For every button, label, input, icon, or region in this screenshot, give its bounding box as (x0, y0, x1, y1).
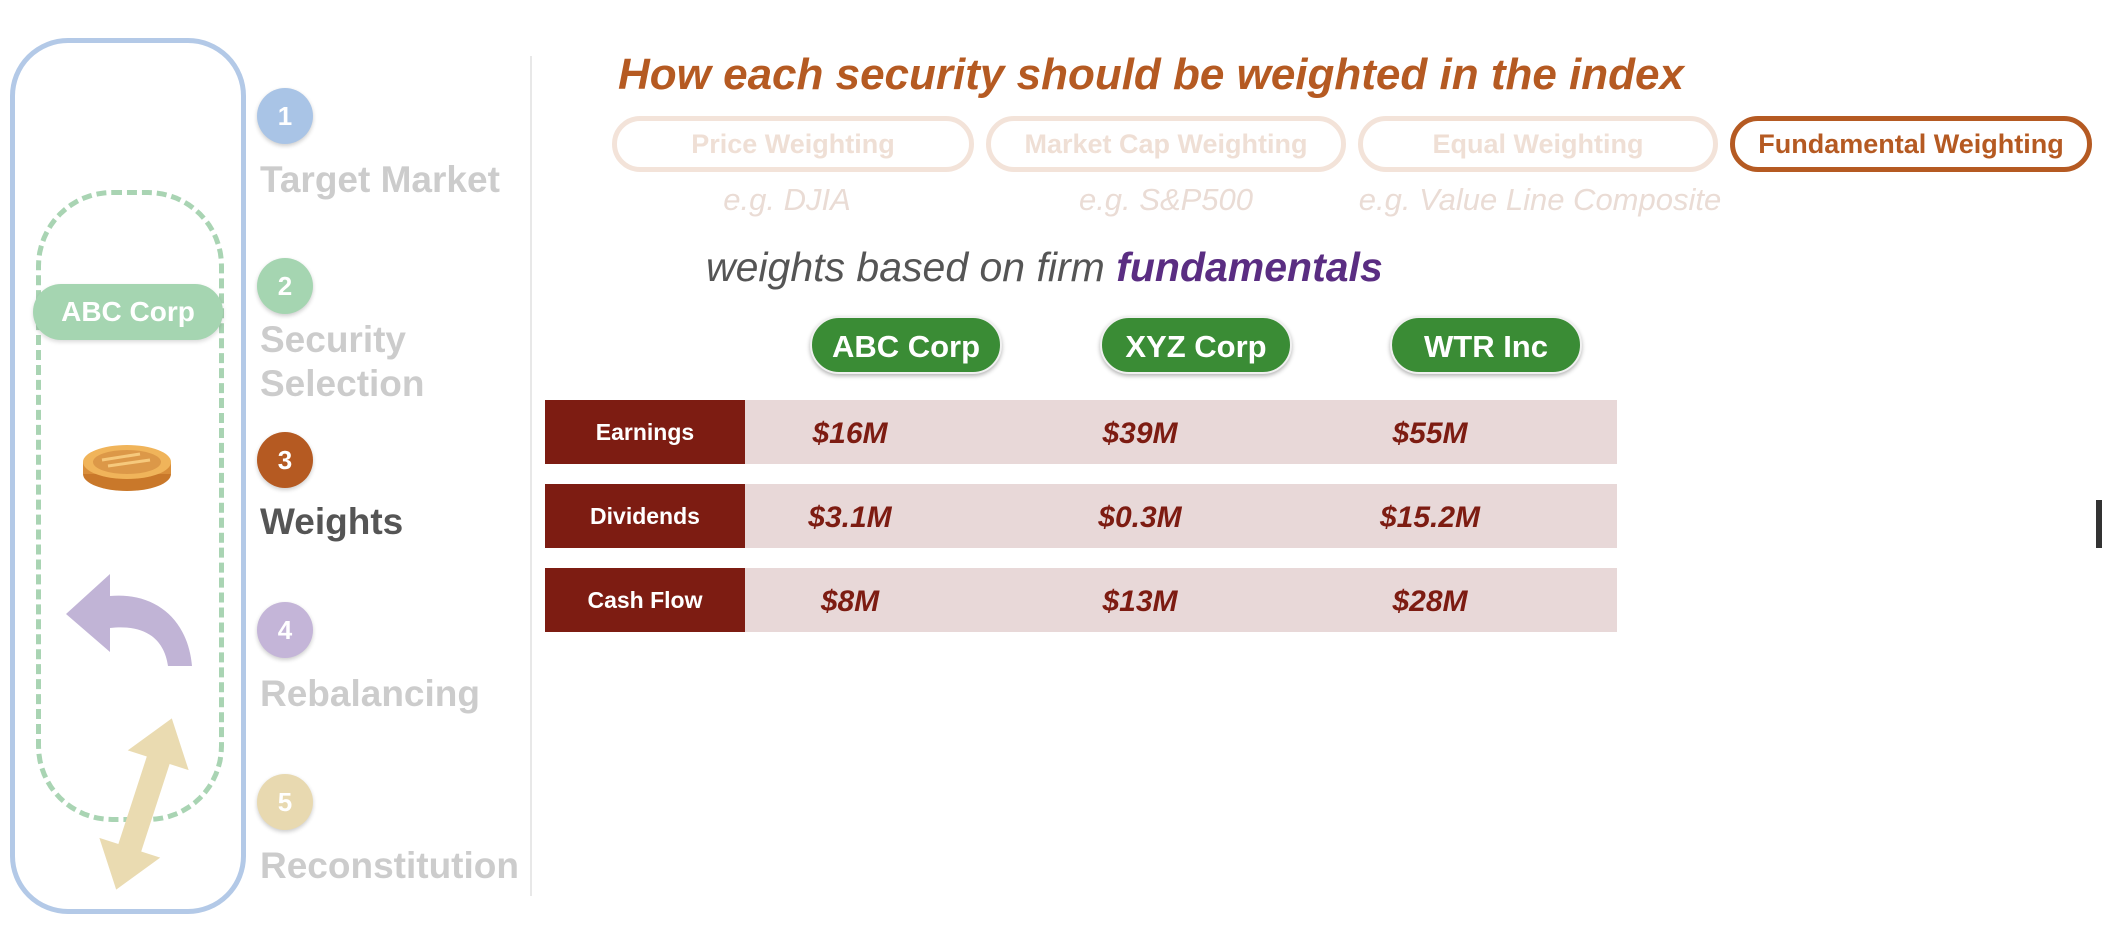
company-wtr-inc: WTR Inc (1390, 316, 1582, 374)
market-cap-weighting-button[interactable]: Market Cap Weighting (986, 116, 1346, 172)
cell-earnings-wtr: $55M (1392, 417, 1468, 450)
step-1-label[interactable]: Target Market (260, 159, 500, 200)
cell-cash-flow-wtr: $28M (1392, 585, 1468, 618)
weights-description: weights based on firm fundamentals (706, 244, 1383, 291)
step-4-circle[interactable]: 4 (257, 602, 313, 658)
weights-description-prefix: weights based on firm (706, 244, 1117, 290)
price-weighting-button[interactable]: Price Weighting (612, 116, 974, 172)
company-abc-corp: ABC Corp (810, 316, 1002, 374)
step-4-label[interactable]: Rebalancing (260, 673, 480, 714)
step-5-circle[interactable]: 5 (257, 774, 313, 830)
step-2-label[interactable]: Security Selection (260, 319, 425, 404)
edge-marker (2096, 500, 2102, 548)
cell-dividends-abc: $3.1M (808, 501, 892, 534)
table-row-dividends: Dividends $3.1M $0.3M $15.2M (545, 484, 1617, 548)
rebalance-arrow-icon (66, 574, 192, 666)
cell-dividends-wtr: $15.2M (1379, 501, 1481, 534)
weights-description-emphasis: fundamentals (1116, 244, 1383, 290)
equal-weighting-example: e.g. Value Line Composite (1358, 182, 1722, 217)
cell-dividends-xyz: $0.3M (1098, 501, 1182, 534)
section-divider (530, 56, 532, 896)
step-3-label[interactable]: Weights (260, 501, 404, 542)
coin-icon (83, 445, 171, 491)
cell-cash-flow-abc: $8M (820, 585, 880, 618)
row-label-earnings: Earnings (545, 400, 745, 464)
reconstitution-arrow-icon (99, 718, 189, 890)
cell-cash-flow-xyz: $13M (1102, 585, 1178, 618)
step-5-label[interactable]: Reconstitution (260, 845, 519, 886)
table-row-earnings: Earnings $16M $39M $55M (545, 400, 1617, 464)
equal-weighting-button[interactable]: Equal Weighting (1358, 116, 1718, 172)
row-label-cash-flow: Cash Flow (545, 568, 745, 632)
cell-earnings-abc: $16M (812, 417, 888, 450)
step-2-circle[interactable]: 2 (257, 258, 313, 314)
step-1-circle[interactable]: 1 (257, 88, 313, 144)
fundamental-weighting-button[interactable]: Fundamental Weighting (1730, 116, 2092, 172)
row-label-dividends: Dividends (545, 484, 745, 548)
table-row-cash-flow: Cash Flow $8M $13M $28M (545, 568, 1617, 632)
index-visual-panel (10, 38, 246, 914)
market-cap-weighting-example: e.g. S&P500 (1078, 182, 1254, 217)
price-weighting-example: e.g. DJIA (723, 182, 851, 217)
step-3-circle[interactable]: 3 (257, 432, 313, 488)
cell-earnings-xyz: $39M (1102, 417, 1178, 450)
page-title: How each security should be weighted in … (618, 50, 1684, 99)
abc-corp-tag: ABC Corp (33, 284, 223, 340)
company-xyz-corp: XYZ Corp (1100, 316, 1292, 374)
